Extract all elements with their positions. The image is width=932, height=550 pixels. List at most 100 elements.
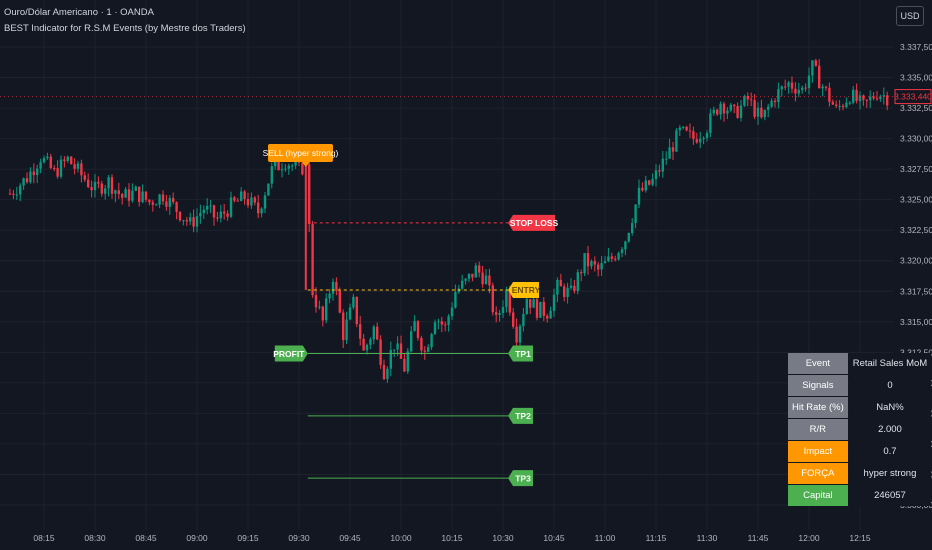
candle bbox=[253, 196, 256, 206]
candle bbox=[151, 199, 154, 212]
candle-body bbox=[804, 87, 807, 89]
candle bbox=[192, 209, 195, 233]
candle-body bbox=[886, 95, 889, 106]
candle bbox=[257, 194, 260, 219]
stats-value: 0 bbox=[848, 375, 932, 396]
candle bbox=[121, 192, 124, 205]
candle-body bbox=[297, 161, 301, 163]
candle bbox=[127, 183, 131, 207]
candle bbox=[634, 204, 637, 229]
entry-label: ENTRY bbox=[508, 282, 541, 299]
candle-body bbox=[770, 100, 773, 107]
candle-body bbox=[491, 285, 494, 313]
candle-body bbox=[811, 60, 814, 76]
indicator-title[interactable]: BEST Indicator for R.S.M Events (by Mest… bbox=[4, 23, 246, 34]
candle bbox=[556, 277, 559, 303]
candle bbox=[70, 155, 73, 165]
candle-body bbox=[535, 299, 539, 318]
time-tick-label: 08:45 bbox=[135, 533, 157, 543]
time-tick-label: 10:15 bbox=[441, 533, 463, 543]
candle-body bbox=[569, 285, 573, 288]
stats-value: hyper strong bbox=[848, 463, 932, 484]
time-tick-label: 08:30 bbox=[84, 533, 106, 543]
candle-body bbox=[736, 106, 739, 118]
candle-body bbox=[471, 273, 474, 278]
candle-body bbox=[787, 82, 790, 87]
candle-body bbox=[488, 275, 491, 286]
candle bbox=[444, 321, 447, 332]
stats-row: Signals 0 bbox=[788, 375, 932, 396]
time-tick-label: 12:00 bbox=[798, 533, 820, 543]
stats-key: Capital bbox=[788, 485, 848, 506]
stop-loss-label-text: STOP LOSS bbox=[510, 218, 559, 228]
candle bbox=[624, 240, 627, 256]
candle-body bbox=[172, 198, 175, 203]
candle bbox=[49, 153, 52, 170]
stats-value: 0.7 bbox=[848, 441, 932, 462]
candle bbox=[886, 91, 889, 111]
candle-body bbox=[314, 295, 318, 308]
tp3-label: TP3 bbox=[508, 470, 533, 487]
candle bbox=[141, 184, 144, 204]
candle bbox=[42, 155, 46, 164]
candle-body bbox=[688, 130, 692, 132]
price-tick-label: 3.330,000 bbox=[900, 134, 932, 144]
candle-body bbox=[709, 113, 712, 133]
candle bbox=[471, 273, 474, 282]
price-tick-label: 3.327,500 bbox=[900, 164, 932, 174]
candle-body bbox=[362, 338, 365, 351]
candle-body bbox=[328, 293, 331, 299]
candle bbox=[716, 108, 719, 117]
candle bbox=[321, 305, 324, 327]
profit-label-text: PROFIT bbox=[273, 349, 305, 359]
candle-body bbox=[246, 199, 250, 206]
candle bbox=[202, 205, 205, 219]
candle bbox=[583, 253, 586, 276]
candle-body bbox=[532, 299, 535, 308]
candle bbox=[56, 160, 59, 179]
candle bbox=[671, 141, 675, 160]
candle-body bbox=[25, 178, 29, 183]
candle bbox=[19, 183, 22, 202]
candle-body bbox=[563, 286, 566, 297]
candle-body bbox=[195, 216, 199, 227]
candle-body bbox=[427, 347, 430, 352]
candle bbox=[746, 92, 749, 107]
price-tick-label: 3.325,000 bbox=[900, 195, 932, 205]
candle-body bbox=[73, 164, 76, 169]
candle bbox=[620, 246, 624, 258]
candle-body bbox=[104, 188, 107, 194]
tp3-label-text: TP3 bbox=[515, 473, 531, 483]
candle bbox=[338, 287, 341, 314]
candle bbox=[563, 283, 566, 302]
candle bbox=[712, 106, 715, 116]
tp2-label-bg bbox=[508, 407, 533, 424]
candle bbox=[682, 126, 685, 130]
candle-body bbox=[556, 279, 559, 295]
candle-body bbox=[627, 232, 630, 242]
candle bbox=[206, 198, 209, 215]
candle bbox=[447, 314, 450, 332]
time-tick-label: 11:15 bbox=[646, 533, 667, 543]
time-tick-label: 09:30 bbox=[288, 533, 310, 543]
candle-body bbox=[144, 191, 148, 200]
candle bbox=[209, 199, 212, 214]
candle-body bbox=[182, 220, 185, 222]
time-tick-label: 10:30 bbox=[492, 533, 514, 543]
candle-body bbox=[651, 179, 654, 185]
candle bbox=[403, 353, 406, 373]
symbol-title[interactable]: Ouro/Dólar Americano · 1 · OANDA bbox=[4, 7, 154, 18]
candle bbox=[185, 216, 188, 227]
stop-loss-label-bg bbox=[508, 214, 555, 231]
candle bbox=[464, 277, 467, 285]
candle-body bbox=[702, 137, 705, 139]
candle-body bbox=[852, 89, 855, 103]
candle-body bbox=[753, 100, 756, 117]
candle-body bbox=[253, 197, 256, 203]
candle-body bbox=[444, 324, 447, 326]
currency-button[interactable]: USD bbox=[896, 6, 924, 26]
candle bbox=[631, 218, 634, 236]
candle-body bbox=[824, 86, 828, 88]
chart-grid bbox=[0, 0, 893, 530]
candle-body bbox=[505, 289, 508, 308]
